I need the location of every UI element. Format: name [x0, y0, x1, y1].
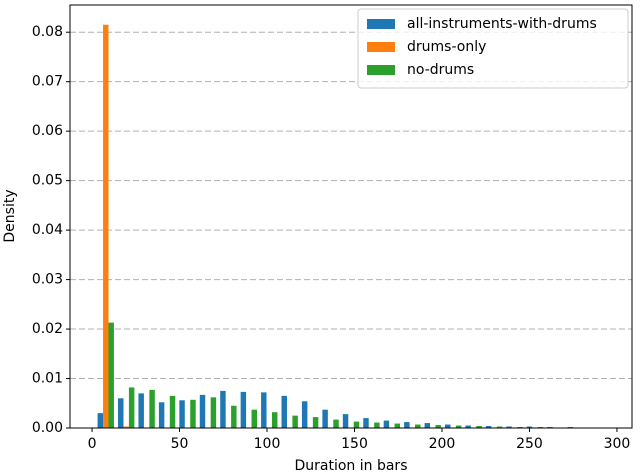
bar: [190, 399, 196, 428]
y-tick-label: 0.05: [32, 173, 63, 189]
bar: [149, 389, 155, 428]
plot-frame: [69, 4, 633, 429]
bar: [383, 420, 390, 428]
bar: [179, 400, 185, 428]
bar: [138, 393, 144, 428]
legend: all-instruments-with-drums drums-only no-d…: [357, 8, 629, 89]
bar: [526, 426, 533, 428]
legend-label: all-instruments-with-drums: [407, 16, 597, 32]
bar: [445, 424, 451, 428]
y-tick-label: 0.08: [32, 24, 63, 40]
grid: [70, 31, 632, 429]
bar: [118, 398, 124, 428]
bar: [394, 423, 401, 428]
y-tick-label: 0.03: [32, 272, 63, 288]
bar: [485, 426, 492, 428]
x-tick-label: 150: [341, 436, 368, 452]
bar: [281, 395, 287, 428]
bar: [199, 394, 206, 428]
x-tick-label: 200: [429, 436, 456, 452]
legend-swatch: [367, 42, 395, 52]
bar: [261, 392, 267, 428]
bar: [404, 422, 410, 428]
bar: [220, 390, 226, 428]
x-tick-label: 300: [604, 436, 631, 452]
bar: [169, 395, 176, 428]
x-tick-label: 250: [516, 436, 543, 452]
y-tick-label: 0.02: [32, 321, 63, 337]
bar: [342, 414, 349, 428]
bar: [301, 401, 308, 428]
bar: [231, 405, 237, 428]
x-tick-label: 0: [88, 436, 97, 452]
legend-swatch: [367, 19, 395, 29]
y-tick-label: 0.00: [32, 420, 63, 436]
legend-label: drums-only: [407, 39, 486, 55]
y-tick-label: 0.01: [32, 371, 63, 387]
bar: [476, 426, 482, 428]
bar: [108, 322, 114, 428]
y-tick-label: 0.06: [32, 123, 63, 139]
y-tick-label: 0.04: [32, 222, 63, 238]
bar: [415, 424, 421, 428]
bar: [424, 423, 431, 428]
bar: [455, 425, 462, 428]
bars: [97, 24, 605, 428]
bar: [465, 425, 471, 428]
bar: [240, 391, 247, 428]
x-tick-label: 100: [254, 436, 281, 452]
bar: [435, 425, 441, 428]
bar: [158, 402, 165, 428]
axes: 0.00 0.01 0.02 0.03 0.04 0.05 0.06 0.07 0.08 0 50 1…: [32, 24, 630, 452]
bar: [123, 426, 129, 428]
bar: [103, 24, 109, 428]
bar: [374, 422, 380, 428]
bar: [97, 413, 104, 428]
bar: [496, 426, 503, 428]
x-axis-label: Duration in bars: [295, 458, 408, 474]
legend-label: no-drums: [407, 62, 474, 78]
bar: [363, 418, 369, 428]
legend-swatch: [367, 65, 395, 75]
bar: [210, 397, 217, 428]
legend-box: [357, 8, 629, 89]
bar: [353, 421, 360, 428]
bar: [312, 417, 319, 428]
x-tick-label: 50: [171, 436, 189, 452]
y-tick-label: 0.07: [32, 74, 63, 90]
bar: [322, 409, 328, 428]
bar: [128, 387, 135, 428]
y-axis-label: Density: [2, 189, 18, 242]
bar: [292, 415, 298, 428]
bar: [271, 412, 278, 428]
bar: [333, 419, 339, 428]
bar: [251, 409, 257, 428]
bar: [506, 426, 512, 428]
